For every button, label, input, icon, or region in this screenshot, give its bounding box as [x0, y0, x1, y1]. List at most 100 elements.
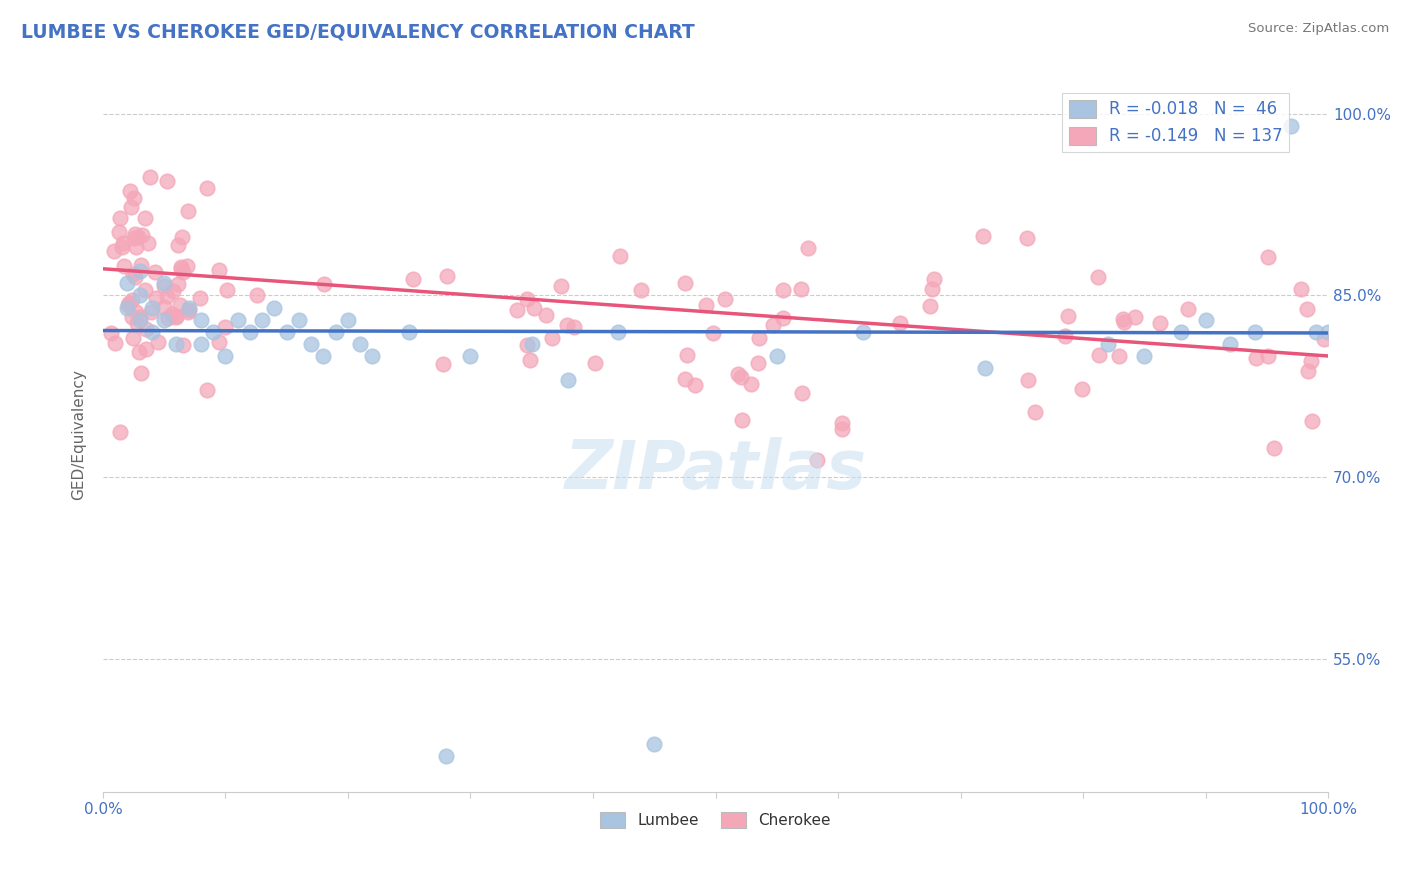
Point — [129, 258, 152, 272]
Point — [121, 267, 143, 281]
Point — [134, 211, 156, 226]
Point — [974, 361, 997, 376]
Point — [1123, 310, 1146, 324]
Point — [675, 348, 697, 362]
Point — [831, 422, 853, 436]
Point — [606, 325, 628, 339]
Point — [1257, 349, 1279, 363]
Point — [135, 342, 157, 356]
Point — [208, 334, 231, 349]
Y-axis label: GED/Equivalency: GED/Equivalency — [72, 369, 86, 500]
Point — [124, 270, 146, 285]
Point — [1219, 337, 1241, 351]
Point — [172, 230, 194, 244]
Point — [111, 239, 134, 253]
Point — [1149, 316, 1171, 330]
Point — [170, 262, 193, 277]
Point — [299, 337, 322, 351]
Point — [128, 310, 150, 324]
Point — [172, 265, 194, 279]
Point — [1257, 250, 1279, 264]
Point — [398, 325, 420, 339]
Point — [831, 416, 853, 430]
Point — [1296, 364, 1319, 378]
Point — [153, 300, 176, 314]
Point — [921, 282, 943, 296]
Point — [806, 452, 828, 467]
Point — [762, 318, 785, 332]
Point — [519, 352, 541, 367]
Point — [124, 305, 146, 319]
Point — [851, 325, 873, 339]
Point — [176, 260, 198, 274]
Point — [1296, 302, 1319, 317]
Point — [889, 316, 911, 330]
Point — [673, 277, 696, 291]
Point — [918, 299, 941, 313]
Point — [336, 312, 359, 326]
Point — [190, 337, 212, 351]
Point — [125, 316, 148, 330]
Point — [1054, 329, 1077, 343]
Point — [924, 272, 946, 286]
Point — [562, 320, 585, 334]
Point — [1087, 270, 1109, 285]
Point — [135, 322, 157, 336]
Point — [208, 262, 231, 277]
Point — [312, 349, 335, 363]
Point — [152, 279, 174, 293]
Point — [765, 349, 787, 363]
Point — [1279, 119, 1302, 133]
Point — [361, 349, 384, 363]
Point — [215, 283, 238, 297]
Point — [145, 291, 167, 305]
Point — [523, 301, 546, 316]
Point — [117, 277, 139, 291]
Point — [226, 312, 249, 326]
Point — [460, 349, 482, 363]
Point — [112, 260, 135, 274]
Point — [122, 331, 145, 345]
Point — [100, 326, 122, 341]
Point — [122, 231, 145, 245]
Point — [177, 302, 200, 317]
Point — [1289, 282, 1312, 296]
Point — [557, 373, 579, 387]
Point — [108, 425, 131, 439]
Point — [117, 298, 139, 312]
Point — [609, 249, 631, 263]
Point — [1112, 315, 1135, 329]
Point — [107, 226, 129, 240]
Point — [695, 298, 717, 312]
Point — [683, 377, 706, 392]
Point — [195, 181, 218, 195]
Point — [643, 737, 665, 751]
Point — [111, 235, 134, 250]
Point — [103, 244, 125, 258]
Point — [160, 307, 183, 321]
Point — [730, 369, 752, 384]
Point — [748, 331, 770, 345]
Point — [153, 312, 176, 326]
Point — [250, 312, 273, 326]
Point — [104, 336, 127, 351]
Point — [170, 260, 193, 274]
Point — [1194, 312, 1216, 326]
Point — [127, 229, 149, 244]
Point — [1056, 310, 1078, 324]
Point — [972, 229, 994, 244]
Point — [325, 325, 347, 339]
Point — [434, 748, 457, 763]
Text: ZIPatlas: ZIPatlas — [565, 437, 866, 503]
Legend: Lumbee, Cherokee: Lumbee, Cherokee — [595, 805, 837, 834]
Point — [583, 356, 606, 370]
Point — [402, 272, 425, 286]
Point — [136, 235, 159, 250]
Point — [1313, 332, 1336, 346]
Point — [156, 289, 179, 303]
Point — [314, 277, 336, 292]
Point — [288, 312, 311, 326]
Point — [1017, 373, 1039, 387]
Point — [1170, 325, 1192, 339]
Point — [117, 301, 139, 315]
